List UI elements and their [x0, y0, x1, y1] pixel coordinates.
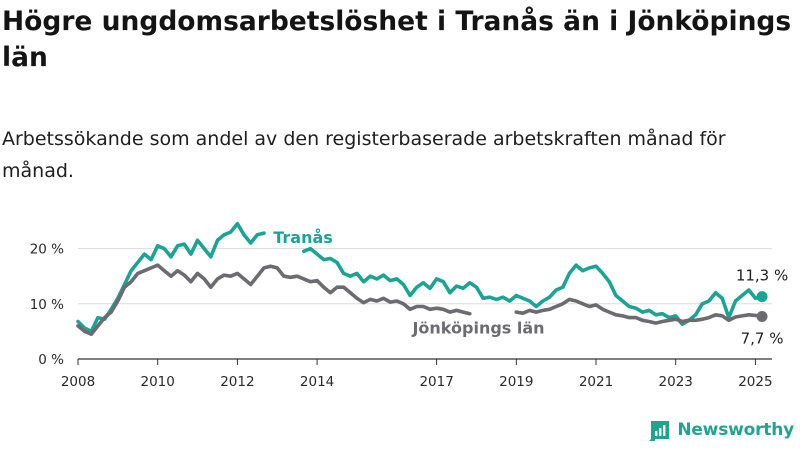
series-end-value: 11,3 %	[736, 267, 788, 285]
series-line-jonkopings-lan	[76, 263, 472, 336]
y-tick-label: 20 %	[30, 242, 64, 258]
page-subtitle: Arbetssökande som andel av den registerb…	[2, 128, 726, 182]
page-title: Högre ungdomsarbetslöshet i Tranås än i …	[2, 6, 792, 73]
series-line-jonkopings-lan	[514, 297, 764, 325]
axes: 0 % 10 % 20 % 2008 2010 2012 2014 2017 2019 2021 2…	[30, 242, 773, 390]
x-tick-label: 2021	[579, 374, 613, 390]
x-tick-label: 2014	[300, 374, 334, 390]
series-label-tranas: Tranås	[273, 228, 333, 247]
y-tick-label: 10 %	[30, 297, 64, 313]
x-tick-label: 2023	[659, 374, 693, 390]
brand-name: Newsworthy	[677, 420, 794, 440]
brand-logo[interactable]: Newsworthy	[649, 419, 794, 441]
x-tick-label: 2025	[738, 374, 772, 390]
x-tick-label: 2010	[141, 374, 175, 390]
series-end-dot	[756, 310, 768, 322]
x-tick-label: 2019	[499, 374, 533, 390]
series-end-value: 7,7 %	[741, 329, 784, 347]
series-labels: 11,3 % 7,7 % Tranås Jönköpings län	[273, 228, 788, 347]
series-lines	[76, 221, 768, 336]
series-end-dot	[756, 291, 768, 303]
y-tick-label: 0 %	[38, 352, 64, 368]
gridlines	[78, 248, 772, 305]
series-label-jonkopings-lan: Jönköpings län	[411, 318, 544, 337]
x-tick-label: 2012	[220, 374, 254, 390]
x-tick-label: 2017	[419, 374, 453, 390]
bar-chart-icon	[649, 421, 670, 441]
x-tick-label: 2008	[61, 374, 95, 390]
